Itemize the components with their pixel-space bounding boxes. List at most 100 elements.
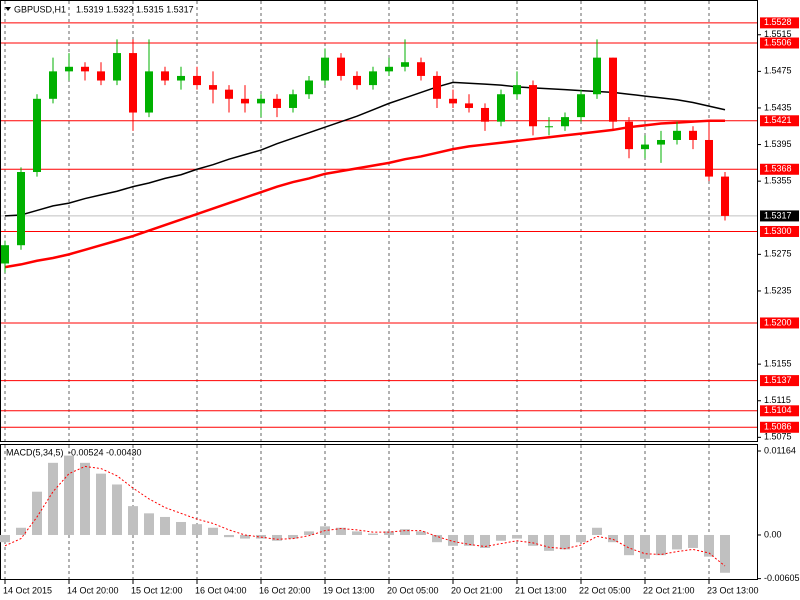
level-label: 1.5528 — [764, 17, 792, 27]
macd-bar — [48, 462, 58, 535]
level-tag — [760, 37, 799, 49]
candle-body — [385, 66, 393, 72]
x-tick-label: 14 Oct 20:00 — [67, 585, 119, 595]
candle-body — [481, 107, 489, 122]
x-tick-label: 14 Oct 2015 — [3, 585, 52, 595]
level-label: 1.5506 — [764, 37, 792, 47]
macd-bar — [304, 531, 314, 535]
y-tick-label: 1.5155 — [764, 359, 792, 369]
y-tick-label: 1.5435 — [764, 102, 792, 112]
x-tick-label: 16 Oct 20:00 — [259, 585, 311, 595]
macd-bar — [672, 534, 682, 550]
macd-bar — [576, 534, 586, 543]
candle-body — [1, 245, 9, 264]
level-tag — [760, 17, 799, 29]
candle-body — [257, 98, 265, 104]
macd-bar — [384, 531, 394, 535]
macd-bar — [528, 534, 538, 546]
chart-title: GBPUSD,H1 — [14, 4, 66, 14]
macd-bar — [400, 529, 410, 535]
y-tick-label: 0.01164 — [764, 445, 796, 455]
x-tick-label: 21 Oct 13:00 — [515, 585, 567, 595]
macd-bar — [112, 484, 122, 535]
macd-bar — [32, 491, 42, 535]
macd-bar — [176, 521, 186, 535]
macd-bar — [336, 527, 346, 535]
macd-bar — [544, 534, 554, 551]
level-label: 1.5086 — [764, 422, 792, 432]
macd-bar — [448, 534, 458, 546]
macd-bar — [480, 534, 490, 548]
candle-body — [193, 75, 201, 86]
macd-pane — [0, 444, 758, 580]
candle-body — [497, 94, 505, 122]
x-tick-label: 22 Oct 05:00 — [579, 585, 631, 595]
level-tag — [760, 115, 799, 127]
macd-bar — [144, 513, 154, 535]
candle-body — [337, 57, 345, 76]
moving-average — [4, 81, 726, 217]
macd-bar — [688, 534, 698, 548]
macd-bar — [192, 524, 202, 535]
candle-body — [177, 75, 185, 81]
macd-bar — [16, 527, 26, 535]
candle-body — [625, 121, 633, 150]
candle-body — [577, 94, 585, 118]
signal-line — [4, 465, 726, 567]
x-tick-label: 20 Oct 05:00 — [387, 585, 439, 595]
candle-body — [721, 176, 729, 216]
candle-body — [129, 53, 137, 113]
macd-bar — [272, 534, 282, 541]
candle-body — [545, 126, 553, 128]
level-label: 1.5300 — [764, 226, 792, 236]
candle-body — [33, 98, 41, 173]
macd-bar — [208, 527, 218, 535]
candle-body — [353, 75, 361, 86]
level-label: 1.5137 — [764, 375, 792, 385]
candle-body — [305, 80, 313, 95]
candle-body — [593, 57, 601, 95]
candle-body — [689, 130, 697, 140]
macd-bar — [160, 516, 170, 535]
x-tick-label: 15 Oct 12:00 — [131, 585, 183, 595]
candle-body — [641, 144, 649, 150]
candle-body — [401, 62, 409, 67]
candle-body — [657, 139, 665, 145]
level-tag — [760, 375, 799, 387]
level-tag — [760, 421, 799, 433]
x-tick-label: 16 Oct 04:00 — [195, 585, 247, 595]
x-tick-label: 19 Oct 13:00 — [323, 585, 375, 595]
chart-subtitle: 1.5319 1.5323 1.5315 1.5317 — [76, 4, 194, 14]
y-tick-label: 1.5395 — [764, 139, 792, 149]
candle-body — [321, 57, 329, 81]
candle-body — [561, 117, 569, 127]
candle-body — [145, 71, 153, 113]
macd-bar — [0, 534, 10, 543]
macd-bar — [592, 527, 602, 535]
y-tick-label: 1.5235 — [764, 285, 792, 295]
macd-bar — [640, 534, 650, 559]
x-tick-label: 23 Oct 13:00 — [707, 585, 759, 595]
x-tick-label: 22 Oct 21:00 — [643, 585, 695, 595]
macd-bar — [224, 534, 234, 538]
last-price-tag — [760, 210, 799, 222]
level-tag — [760, 225, 799, 237]
candle-body — [49, 71, 57, 99]
candle-body — [209, 85, 217, 90]
last-price-label: 1.5317 — [764, 210, 792, 220]
level-tag — [760, 163, 799, 175]
candle-body — [225, 89, 233, 99]
y-tick-label: 1.5275 — [764, 249, 792, 259]
y-tick-label: 1.5515 — [764, 29, 792, 39]
y-tick-label: 0.00 — [764, 529, 782, 539]
candle-body — [161, 71, 169, 81]
main-pane — [0, 0, 758, 442]
candle-body — [705, 139, 713, 177]
level-label: 1.5200 — [764, 317, 792, 327]
y-tick-label: 1.5475 — [764, 66, 792, 76]
candle-body — [241, 98, 249, 104]
candle-body — [289, 94, 297, 108]
macd-bar — [560, 534, 570, 550]
macd-bar — [432, 534, 442, 543]
